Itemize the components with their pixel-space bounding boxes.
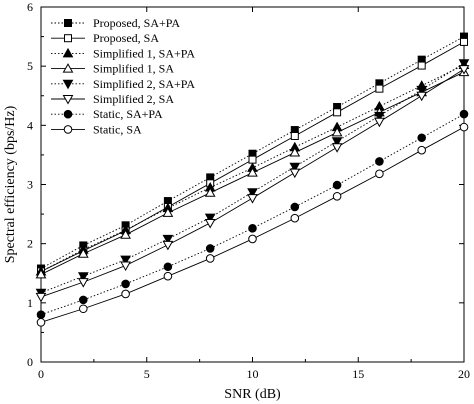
series-markers xyxy=(35,32,470,327)
data-point xyxy=(77,278,89,288)
data-point xyxy=(36,318,46,327)
legend-label: Static, SA xyxy=(93,122,142,136)
data-point xyxy=(416,91,428,102)
data-point xyxy=(77,272,89,282)
y-axis-label: Spectral efficiency (bps/Hz) xyxy=(3,105,18,263)
data-point xyxy=(79,304,88,314)
data-point xyxy=(332,180,342,190)
legend-label: Simplified 2, SA xyxy=(93,92,174,106)
data-point xyxy=(35,292,47,303)
legend-marker xyxy=(62,47,74,58)
data-point xyxy=(79,295,88,305)
legend-label: Simplified 1, SA xyxy=(93,62,174,76)
data-point xyxy=(36,310,46,319)
y-tick-label: 0 xyxy=(27,355,33,369)
y-tick-label: 3 xyxy=(27,178,33,192)
data-point xyxy=(290,213,300,223)
data-point xyxy=(248,155,257,164)
data-point xyxy=(331,143,343,153)
data-point xyxy=(162,207,174,217)
legend-marker xyxy=(64,34,72,43)
legend-marker xyxy=(63,109,73,119)
legend-label: Simplified 2, SA+PA xyxy=(93,77,195,91)
data-point xyxy=(204,187,216,197)
data-point xyxy=(289,168,301,179)
data-point xyxy=(248,223,257,233)
data-point xyxy=(417,61,426,70)
x-tick-label: 0 xyxy=(38,367,44,381)
data-point xyxy=(162,234,174,245)
x-tick-label: 10 xyxy=(247,367,259,381)
data-point xyxy=(77,248,89,258)
legend-marker xyxy=(63,125,73,134)
legend-marker xyxy=(62,63,74,73)
legend-label: Proposed, SA xyxy=(93,31,159,45)
data-point xyxy=(290,202,300,212)
data-point xyxy=(120,261,131,272)
legend-marker xyxy=(64,19,72,27)
data-point xyxy=(375,157,384,166)
data-point xyxy=(247,194,258,204)
data-point xyxy=(458,65,470,75)
legend-label: Static, SA+PA xyxy=(93,107,163,121)
legend-marker xyxy=(62,79,74,90)
series-line-6 xyxy=(40,113,465,316)
data-point xyxy=(289,162,301,173)
x-tick-label: 20 xyxy=(458,367,470,381)
axis-ticks: 0 5 10 15 20 0 1 2 3 4 5 6 xyxy=(27,0,470,381)
legend-marker xyxy=(62,95,74,105)
data-point xyxy=(247,167,258,177)
legend-label: Simplified 1, SA+PA xyxy=(93,46,195,60)
data-point xyxy=(459,109,469,119)
data-point xyxy=(332,192,342,201)
y-tick-label: 2 xyxy=(27,237,33,251)
data-point xyxy=(205,254,215,263)
data-point xyxy=(120,255,131,266)
data-point xyxy=(333,108,342,117)
data-point xyxy=(121,279,130,289)
data-point xyxy=(459,122,469,132)
data-point xyxy=(417,133,427,143)
x-axis-label: SNR (dB) xyxy=(224,387,281,402)
y-tick-label: 1 xyxy=(27,296,33,310)
data-point xyxy=(417,145,427,155)
data-point xyxy=(331,126,343,137)
data-point xyxy=(35,268,47,279)
data-point xyxy=(290,131,299,140)
data-point xyxy=(375,169,384,179)
data-point xyxy=(374,117,385,128)
data-point xyxy=(120,229,131,239)
legend-label: Proposed, SA+PA xyxy=(93,16,180,30)
y-tick-label: 6 xyxy=(27,0,33,14)
data-point xyxy=(163,262,173,272)
data-point xyxy=(162,240,174,251)
data-point xyxy=(204,213,216,224)
data-point xyxy=(416,85,428,96)
data-point xyxy=(248,234,257,244)
data-point xyxy=(204,218,216,229)
y-tick-label: 4 xyxy=(27,118,33,132)
x-tick-label: 15 xyxy=(352,367,364,381)
data-point xyxy=(458,59,470,69)
data-point xyxy=(247,188,258,198)
data-point xyxy=(289,147,301,157)
data-point xyxy=(460,37,468,46)
data-point xyxy=(375,84,384,93)
x-tick-label: 5 xyxy=(144,367,150,381)
data-point xyxy=(374,111,385,122)
y-tick-label: 5 xyxy=(27,59,33,73)
data-point xyxy=(163,271,173,281)
data-point xyxy=(331,137,343,147)
data-point xyxy=(121,289,130,299)
data-point xyxy=(205,244,215,253)
